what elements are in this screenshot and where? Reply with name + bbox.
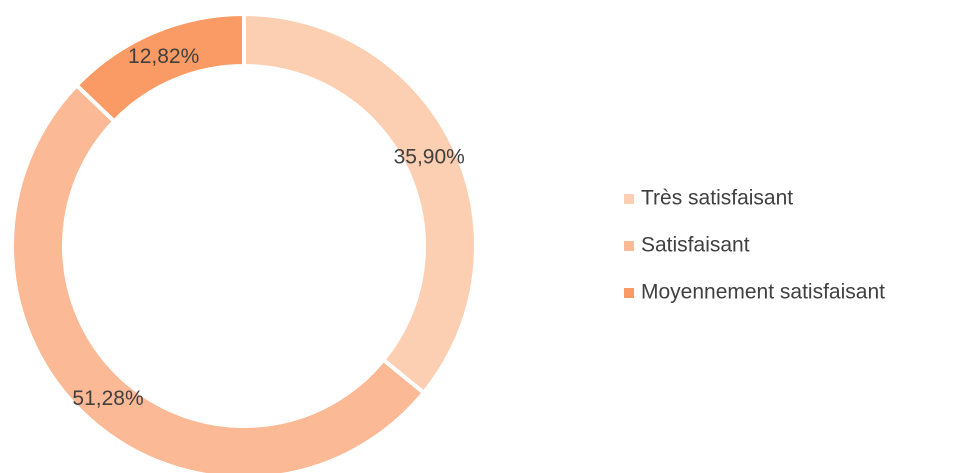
donut-segment <box>242 11 478 396</box>
data-label: 35,90% <box>394 146 465 169</box>
legend-swatch <box>624 288 634 298</box>
data-label: 51,28% <box>72 387 143 410</box>
legend-label: Moyennement satisfaisant <box>641 281 885 304</box>
donut-segment <box>73 11 246 125</box>
legend-swatch <box>624 194 634 204</box>
legend-label: Satisfaisant <box>641 234 750 257</box>
data-label: 12,82% <box>128 45 199 68</box>
legend-swatch <box>624 241 634 251</box>
legend-label: Très satisfaisant <box>641 187 793 210</box>
donut-segment <box>10 82 427 473</box>
